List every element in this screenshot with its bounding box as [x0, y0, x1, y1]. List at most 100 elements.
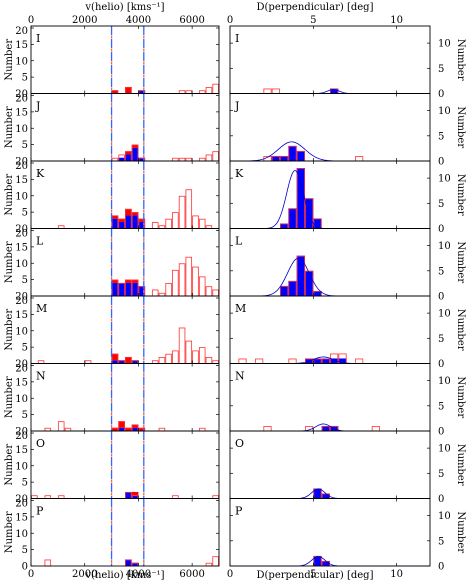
left-member-bar [125, 282, 132, 296]
left-ytick-label: 20 [15, 427, 28, 438]
left-red-bar [125, 151, 132, 155]
left-ylabel: Number [4, 511, 15, 553]
right-panel-label: N [235, 370, 245, 383]
left-ytick-label: 15 [15, 445, 28, 456]
right-ytick-label: 10 [438, 106, 451, 117]
left-member-bar [125, 215, 132, 229]
left-panel-frame [30, 363, 220, 432]
left-member-bar [118, 427, 125, 431]
left-red-bar [118, 421, 125, 428]
right-ytick-label: 0 [438, 359, 444, 370]
left-ytick-label: 10 [15, 529, 28, 540]
right-ytick-label: 10 [438, 376, 451, 387]
left-red-bar [131, 212, 139, 216]
left-ytick-label: 15 [15, 175, 28, 186]
left-ytick-label: 20 [15, 94, 28, 105]
right-ylabel: Number [455, 309, 466, 351]
right-ytick-label: 0 [438, 157, 444, 168]
left-ylabel: Number [4, 39, 15, 81]
left-ytick-label: 5 [22, 275, 28, 286]
left-ytick-label: 10 [15, 191, 28, 202]
left-ytick-label: 15 [15, 310, 28, 321]
left-ytick-label: 20 [15, 359, 28, 370]
left-open-bar [178, 195, 186, 229]
right-ylabel: Number [455, 444, 466, 486]
left-member-bar [131, 282, 139, 296]
left-ytick-label: 10 [15, 124, 28, 135]
right-ytick-label: 5 [438, 131, 444, 142]
left-red-bar [125, 86, 132, 94]
left-ylabel: Number [4, 106, 15, 148]
left-open-bar [178, 327, 186, 364]
left-member-bar [118, 360, 125, 364]
right-member-bar [288, 280, 297, 296]
left-panel-label: L [36, 235, 44, 248]
right-member-bar [313, 290, 322, 296]
left-red-bar [125, 208, 132, 216]
right-member-bar [296, 168, 305, 229]
right-ytick-label: 10 [438, 511, 451, 522]
right-member-bar [280, 155, 289, 161]
left-ytick-label: 5 [22, 410, 28, 421]
right-panel-label: O [235, 437, 244, 450]
left-member-bar [131, 427, 139, 431]
right-ytick-label: 0 [438, 562, 444, 573]
left-open-bar [172, 212, 179, 229]
left-member-bar [118, 221, 125, 229]
left-ytick-label: 5 [22, 343, 28, 354]
right-ytick-label: 0 [438, 494, 444, 505]
left-red-bar [131, 424, 139, 428]
right-panel-label: L [235, 235, 243, 248]
right-ytick-label: 5 [438, 64, 444, 75]
left-panel-frame [30, 295, 220, 364]
left-red-bar [118, 218, 125, 222]
left-red-bar [111, 353, 119, 361]
left-red-bar [125, 427, 132, 431]
right-open-bar [355, 358, 364, 364]
right-panel-frame [229, 295, 431, 364]
left-open-bar [192, 215, 199, 229]
left-open-bar [212, 83, 219, 94]
right-ytick-label: 0 [438, 224, 444, 235]
left-member-bar [138, 221, 146, 229]
right-member-bar [321, 358, 330, 364]
left-open-bar [151, 222, 159, 229]
left-ytick-label: 20 [15, 364, 28, 375]
left-panel-frame [30, 25, 220, 94]
left-open-bar [57, 421, 65, 432]
right-panel-frame [229, 228, 431, 297]
left-ytick-label: 5 [22, 545, 28, 556]
left-panel-label: K [36, 167, 45, 180]
left-xtick-label-bottom: 6000 [179, 569, 204, 580]
left-member-bar [138, 90, 146, 94]
left-ytick-label: 15 [15, 377, 28, 388]
right-member-bar [330, 358, 339, 364]
left-xtick-label-bottom: 0 [28, 569, 34, 580]
right-member-bar [271, 155, 280, 161]
right-ytick-label: 0 [438, 292, 444, 303]
right-member-bar [313, 218, 322, 229]
left-open-bar [212, 556, 219, 567]
left-panel-label: I [36, 32, 40, 45]
left-open-bar [212, 289, 219, 297]
right-member-bar [313, 488, 322, 499]
right-panel-label: K [235, 167, 244, 180]
left-red-bar [125, 356, 132, 364]
left-red-bar [111, 90, 119, 94]
left-panel-label: M [36, 302, 47, 315]
left-member-bar [125, 559, 132, 566]
left-ytick-label: 10 [15, 259, 28, 270]
right-xtick-label-top: 5 [310, 15, 316, 26]
left-open-bar [185, 189, 193, 229]
right-panel-label: I [235, 32, 239, 45]
right-member-bar [288, 208, 297, 229]
right-ylabel: Number [455, 376, 466, 418]
left-red-bar [138, 218, 146, 222]
left-open-bar [151, 289, 159, 297]
right-xtick-label-bottom: 10 [390, 569, 403, 580]
right-xtick-label-bottom: 0 [227, 569, 233, 580]
right-member-bar [330, 88, 339, 94]
right-member-bar [305, 270, 314, 296]
right-xtick-label-top: 10 [390, 15, 403, 26]
